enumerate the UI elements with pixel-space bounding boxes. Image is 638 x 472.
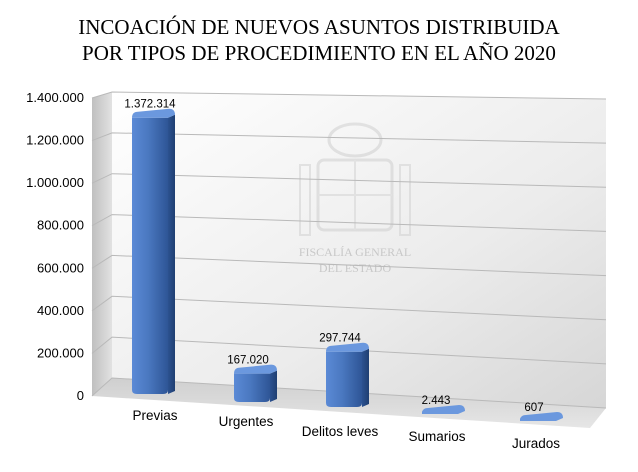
data-label: 297.744 [319,333,361,345]
bar-delitos-leves [326,342,369,407]
y-tick-label: 200.000 [37,345,84,360]
chart-title-line-2: POR TIPOS DE PROCEDIMIENTO EN EL AÑO 202… [82,41,556,65]
bar-previas [132,108,175,394]
gridline [91,91,607,100]
watermark-seal [299,122,411,236]
data-label: 167.020 [227,355,269,367]
category-labels: Previas Urgentes Delitos leves Sumarios Jura… [132,408,560,451]
side-wall [92,92,112,396]
category-label: Jurados [512,436,560,451]
category-label: Previas [132,408,177,423]
category-label: Sumarios [408,429,465,444]
data-label: 607 [524,402,543,414]
gridline [91,132,607,144]
gridline [91,295,607,321]
y-tick-label: 400.000 [37,303,84,318]
y-tick-label: 1.000.000 [26,175,84,190]
chart-title-line-1: INCOACIÓN DE NUEVOS ASUNTOS DISTRIBUIDA [78,15,560,39]
y-axis-tick-labels: 0 200.000 400.000 600.000 800.000 1.000.000 1.… [26,90,84,403]
watermark-line-1: FISCALÍA GENERAL [299,245,411,259]
data-label: 1.372.314 [124,99,176,111]
gridline [91,214,607,232]
gridline [91,173,607,188]
y-tick-label: 1.200.000 [26,133,84,148]
bars [132,108,563,421]
bar-urgentes [234,364,277,402]
gridline [91,377,607,409]
bar-sumarios [422,405,465,414]
y-tick-label: 0 [77,388,84,403]
category-label: Delitos leves [302,424,379,439]
data-labels: 1.372.314 167.020 297.744 2.443 607 [124,99,543,414]
gridline [91,336,607,365]
y-tick-label: 600.000 [37,260,84,275]
category-label: Urgentes [219,414,274,429]
bar-jurados [520,412,563,421]
data-label: 2.443 [422,395,451,407]
gridline [91,254,607,277]
back-wall [112,92,606,408]
y-tick-label: 800.000 [37,218,84,233]
watermark-line-2: DEL ESTADO [319,261,392,275]
y-tick-label: 1.400.000 [26,90,84,105]
chart-title: INCOACIÓN DE NUEVOS ASUNTOS DISTRIBUIDA … [0,14,638,66]
gridlines [91,91,607,409]
